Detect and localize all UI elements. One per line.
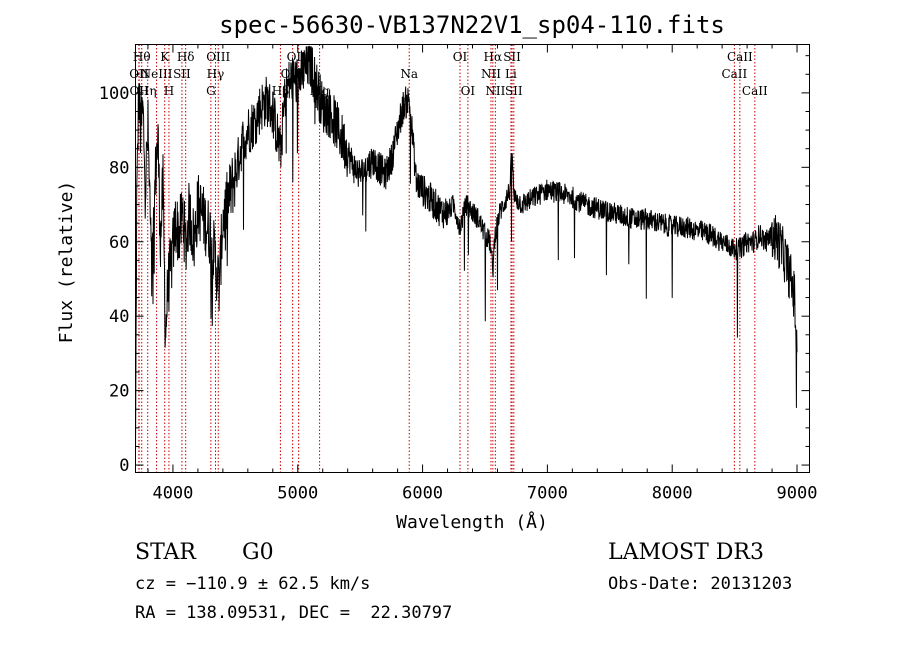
- line-label-25: CaII: [721, 67, 747, 81]
- y-tick-label: 0: [119, 456, 129, 476]
- line-label-7: SII: [173, 67, 191, 81]
- line-label-22: Li: [505, 67, 517, 81]
- line-label-20: Hα: [484, 50, 503, 64]
- survey-name: LAMOST DR3: [608, 540, 764, 565]
- line-label-5: K: [160, 50, 170, 64]
- observation-date: Obs-Date: 20131203: [608, 574, 793, 594]
- line-label-3: Hη: [139, 84, 157, 98]
- line-label-24: SII: [505, 84, 523, 98]
- line-label-9: G: [206, 84, 216, 98]
- line-label-4: NeIII: [141, 67, 173, 81]
- object-class: STAR: [135, 540, 196, 565]
- object-subclass: G0: [242, 540, 274, 565]
- x-axis-label: Wavelength (Å): [396, 511, 548, 533]
- line-label-8: Hδ: [177, 50, 195, 64]
- x-axis-ticks: 4000 5000 6000 7000 8000 9000: [147, 44, 818, 504]
- y-tick-label: 100: [99, 84, 130, 104]
- line-label-27: CaII: [742, 84, 768, 98]
- plot-frame: [135, 44, 810, 473]
- line-markers: [138, 44, 756, 473]
- x-tick-label: 9000: [777, 484, 818, 504]
- chart-title: spec-56630-VB137N22V1_sp04-110.fits: [219, 11, 725, 39]
- y-tick-label: 20: [109, 382, 129, 402]
- x-tick-label: 5000: [277, 484, 318, 504]
- line-label-6: H: [164, 84, 174, 98]
- y-axis-label: Flux (relative): [56, 181, 77, 344]
- y-axis-ticks: 0 20 40 60 80 100: [99, 55, 810, 476]
- x-tick-label: 7000: [527, 484, 568, 504]
- line-label-2: Hθ: [133, 50, 151, 64]
- y-tick-label: 60: [109, 233, 129, 253]
- y-tick-label: 40: [109, 307, 129, 327]
- line-label-10: Hγ: [207, 67, 225, 81]
- line-labels: OIIOIIHθHηNeIIIKHSIIHδGHγOIIIHβOIIIOIIIM…: [129, 50, 768, 98]
- x-tick-label: 8000: [652, 484, 693, 504]
- x-tick-label: 4000: [152, 484, 193, 504]
- line-label-18: OI: [461, 84, 476, 98]
- line-label-17: OI: [453, 50, 468, 64]
- spectrum-line: [135, 45, 798, 455]
- line-label-26: CaII: [727, 50, 753, 64]
- line-label-19: NII: [481, 67, 501, 81]
- line-label-11: OIII: [206, 50, 230, 64]
- x-tick-label: 6000: [402, 484, 443, 504]
- line-label-23: SII: [503, 50, 521, 64]
- redshift-velocity: cz = −110.9 ± 62.5 km/s: [135, 574, 371, 594]
- coordinates: RA = 138.09531, DEC = 22.30797: [135, 603, 453, 623]
- line-label-16: Na: [400, 67, 418, 81]
- y-tick-label: 80: [109, 158, 129, 178]
- line-label-21: NII: [485, 84, 505, 98]
